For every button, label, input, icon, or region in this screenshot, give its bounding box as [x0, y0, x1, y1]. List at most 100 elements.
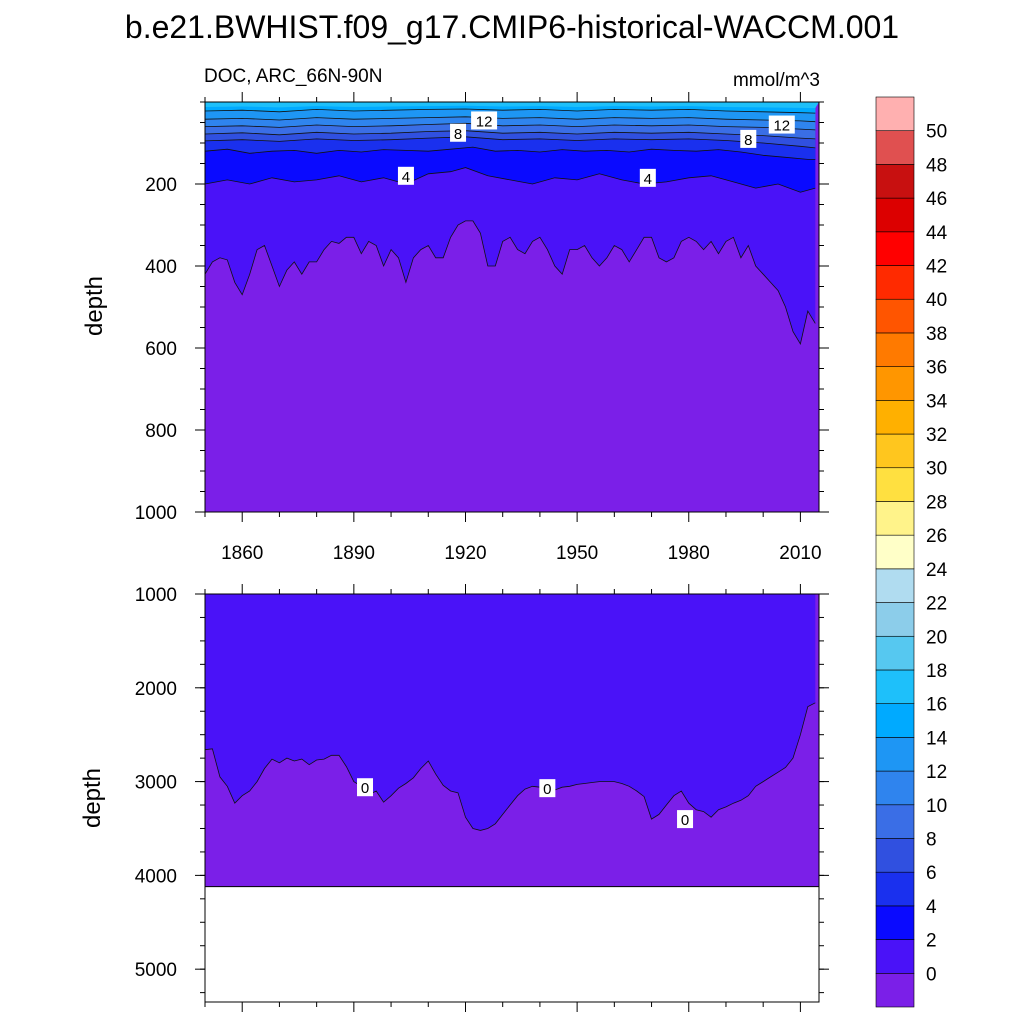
colorbar-swatch [875, 197, 915, 233]
lower-contour-label: 0 [361, 780, 369, 797]
colorbar-swatch [875, 703, 915, 738]
colorbar-swatch [875, 366, 915, 401]
upper-xtick-label: 1890 [333, 543, 375, 564]
colorbar-label: 36 [926, 358, 947, 379]
lower-ytick-label: 5000 [135, 960, 177, 981]
colorbar-label: 46 [926, 189, 947, 210]
colorbar-swatch [875, 400, 915, 435]
colorbar-swatch [875, 568, 915, 603]
colorbar-swatch [875, 96, 915, 132]
lower-ytick-label: 3000 [135, 773, 177, 794]
upper-contour-label: 4 [644, 171, 652, 188]
colorbar-label: 16 [926, 695, 947, 716]
colorbar-label: 40 [926, 290, 947, 311]
lower-band-above-0 [205, 594, 816, 831]
lower-frame [204, 593, 820, 1003]
lower-ylabel: depth [79, 768, 106, 828]
upper-contour-line-12 [205, 116, 816, 123]
lower-contour-line-0 [205, 702, 816, 831]
lower-fill-group [205, 594, 819, 887]
upper-ylabel: depth [81, 276, 108, 336]
upper-band-surface [205, 102, 819, 109]
upper-contour-line-8 [205, 130, 816, 140]
upper-ytick-label: 400 [145, 257, 177, 278]
upper-xtick-label: 1950 [556, 543, 598, 564]
colorbar-label: 50 [926, 122, 947, 143]
colorbar-label: 14 [926, 728, 948, 749]
colorbar-swatch [875, 298, 915, 334]
colorbar-label: 6 [926, 863, 937, 884]
upper-contour-label: 8 [744, 132, 752, 149]
upper-contour-label-bg [768, 115, 795, 134]
upper-contour-line-6 [205, 136, 816, 149]
lower-ytick-label: 4000 [135, 866, 177, 887]
colorbar-label: 12 [926, 762, 947, 783]
colorbar-swatch [875, 332, 915, 367]
colorbar-label: 34 [926, 391, 948, 412]
colorbar-swatch [875, 939, 915, 974]
colorbar-swatch [875, 467, 915, 502]
upper-contour-label-bg [450, 123, 467, 142]
upper-contour-line-4 [205, 146, 816, 160]
colorbar-label: 26 [926, 526, 947, 547]
colorbar-swatch [875, 669, 915, 704]
colorbar-label: 28 [926, 492, 947, 513]
colorbar-swatch [875, 231, 915, 266]
colorbar-label: 20 [926, 627, 947, 648]
upper-subtitle-right: mmol/m^3 [733, 70, 820, 91]
upper-contour-label: 4 [402, 169, 410, 186]
colorbar-label: 8 [926, 829, 937, 850]
colorbar-swatch [875, 838, 915, 873]
colorbar-swatch [875, 433, 915, 469]
colorbar-label: 2 [926, 931, 937, 952]
colorbar-swatch [875, 804, 915, 839]
upper-xtick-label: 1980 [668, 543, 710, 564]
upper-ytick-label: 600 [145, 339, 177, 360]
colorbar-swatch [875, 737, 915, 772]
colorbar-swatch [875, 534, 915, 570]
upper-contour-label-bg [639, 168, 656, 187]
lower-contour-label: 0 [681, 812, 689, 829]
upper-xtick-label: 2010 [779, 543, 821, 564]
colorbar-label: 0 [926, 964, 937, 985]
lower-contour-label-bg [539, 779, 556, 798]
upper-contour-line-10 [205, 122, 816, 131]
colorbar-label: 42 [926, 257, 947, 278]
upper-ytick-label: 200 [145, 175, 177, 196]
lower-contour-label: 0 [543, 781, 551, 798]
colorbar-label: 10 [926, 796, 947, 817]
colorbar-label: 22 [926, 594, 947, 615]
lower-contour-label-bg [357, 778, 374, 797]
upper-contour-label: 8 [454, 126, 462, 143]
upper-contour-label-bg [740, 129, 757, 148]
colorbar-swatch [875, 164, 915, 199]
upper-contour-panel: 200 400 600 800 1000 1860 1890 1920 1950 1980 2010… [135, 92, 829, 564]
upper-ytick-label: 1000 [135, 503, 177, 524]
colorbar-label: 38 [926, 324, 947, 345]
lower-contour-label-bg [677, 810, 694, 829]
colorbar: 0246810121416182022242628303234363840424… [875, 96, 948, 1008]
colorbar-swatch [875, 501, 915, 536]
colorbar-label: 30 [926, 459, 947, 480]
colorbar-swatch [875, 635, 915, 671]
colorbar-swatch [875, 905, 915, 940]
upper-xtick-label: 1920 [444, 543, 486, 564]
colorbar-swatch [875, 602, 915, 637]
colorbar-swatch [875, 871, 915, 907]
colorbar-label: 18 [926, 661, 947, 682]
colorbar-swatch [875, 770, 915, 806]
colorbar-label: 4 [926, 897, 937, 918]
colorbar-swatch [875, 130, 915, 165]
colorbar-label: 44 [926, 223, 948, 244]
upper-contour-label: 12 [773, 118, 790, 135]
colorbar-label: 48 [926, 155, 947, 176]
upper-contour-line-2 [205, 167, 816, 193]
figure-title: b.e21.BWHIST.f09_g17.CMIP6-historical-WA… [125, 9, 899, 45]
upper-contour-label-bg [471, 111, 498, 130]
upper-subtitle-left: DOC, ARC_66N-90N [204, 66, 382, 87]
upper-contour-line-0 [205, 220, 816, 345]
colorbar-label: 24 [926, 560, 948, 581]
upper-ytick-label: 800 [145, 421, 177, 442]
upper-contour-label: 12 [476, 113, 493, 130]
